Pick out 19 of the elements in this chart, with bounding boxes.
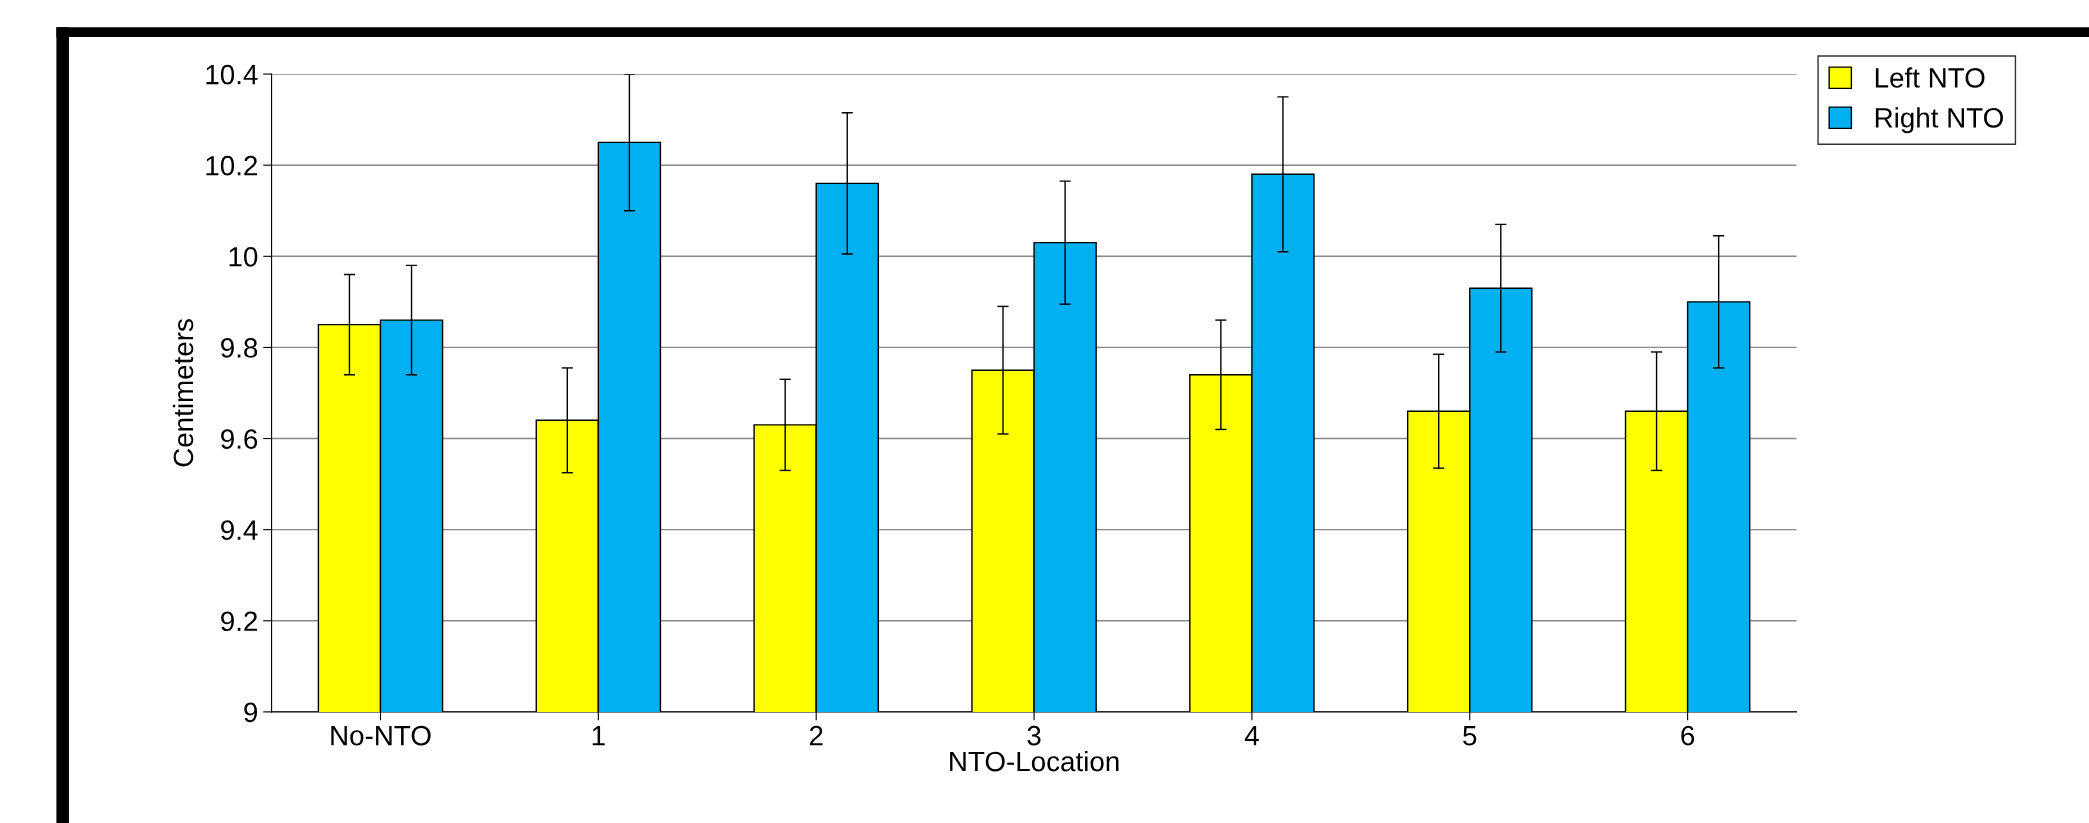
y-tick-label: 9.8 [221,338,258,358]
x-tick-label: 6 [1681,725,1695,746]
y-axis-title: Centimeters [172,319,194,467]
y-tick-label: 10.4 [206,64,258,85]
y-tick-label: 10 [229,246,258,267]
y-tick-label: 9.4 [221,520,258,540]
legend-label: Right NTO [1875,107,2003,134]
x-tick-label: 2 [809,725,823,746]
x-axis-title: NTO-Location [950,750,1119,772]
x-tick-label: 5 [1463,726,1477,746]
y-tick-label: 9 [244,702,258,723]
y-tick-label: 10.2 [206,155,257,176]
y-tick-label: 9.6 [221,429,258,449]
x-tick-label: 1 [592,726,605,746]
legend-label: Left NTO [1875,67,1985,88]
x-tick-label: 3 [1027,725,1041,746]
x-tick-label: 4 [1244,726,1259,746]
x-tick-label: No-NTO [331,725,431,746]
y-tick-label: 9.2 [221,611,257,632]
